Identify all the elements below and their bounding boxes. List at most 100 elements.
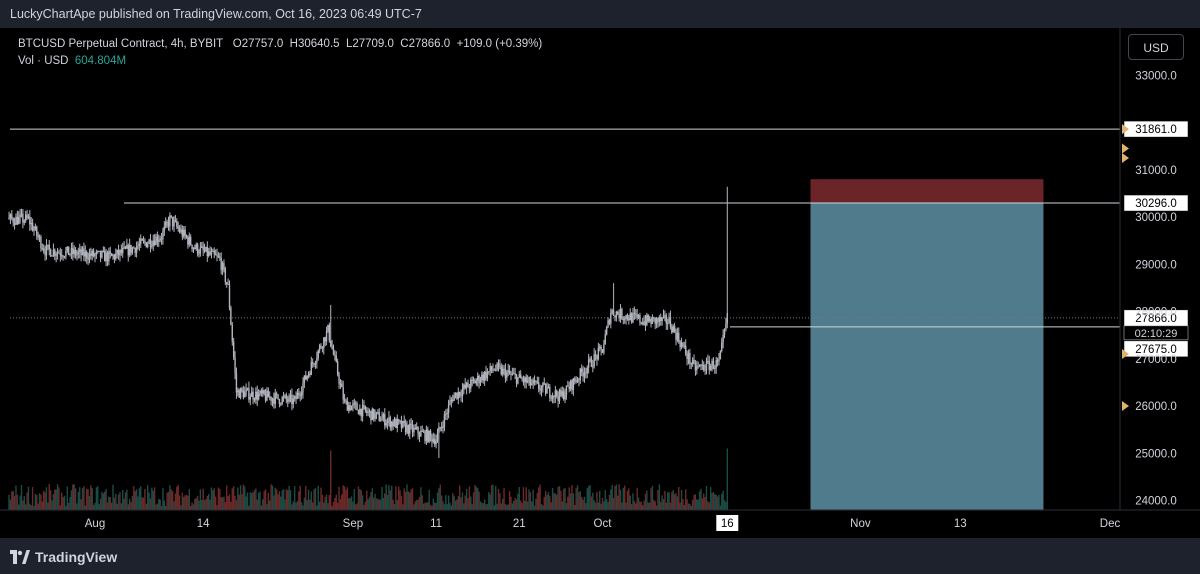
volume-bar: [40, 494, 42, 510]
volume-bar: [629, 495, 631, 510]
volume-bar: [646, 490, 648, 510]
candle-body: [521, 378, 523, 380]
volume-bar: [661, 495, 663, 510]
candle-body: [45, 245, 48, 256]
volume-bar: [334, 497, 336, 510]
volume-bar: [280, 496, 282, 510]
candle-body: [611, 310, 613, 313]
volume-bar: [45, 487, 48, 510]
candle-body: [582, 372, 584, 377]
volume-bar: [694, 494, 697, 510]
candle-body: [102, 250, 105, 252]
candle-body: [70, 247, 73, 254]
volume-bar: [123, 498, 125, 510]
volume-bar: [690, 505, 692, 510]
volume-bar: [499, 493, 501, 510]
candle-body: [144, 240, 146, 243]
volume-bar: [507, 504, 509, 510]
volume-bar: [198, 500, 200, 510]
volume-bar: [716, 496, 719, 510]
candle-body: [105, 252, 107, 262]
candle-body: [142, 240, 145, 242]
candle-body: [709, 365, 712, 371]
volume-bar: [130, 502, 132, 510]
volume-bar: [525, 487, 527, 510]
candle-body: [316, 357, 318, 363]
volume-bar: [468, 486, 471, 510]
volume-bar: [576, 485, 579, 510]
candle-body: [223, 263, 225, 269]
candle-body: [568, 386, 570, 390]
alert-marker-icon: [1122, 143, 1129, 154]
candle-body: [273, 398, 275, 404]
volume-bar: [686, 499, 688, 510]
volume-bar: [411, 488, 414, 510]
candle-body: [396, 419, 398, 428]
candle-body: [678, 332, 680, 342]
volume-bar: [191, 502, 193, 510]
y-tick-label: 30000.0: [1135, 212, 1177, 224]
candle-body: [514, 373, 516, 375]
currency-button[interactable]: USD: [1128, 34, 1184, 60]
volume-bar: [391, 485, 393, 510]
volume-bar: [83, 485, 85, 510]
candle-body: [325, 331, 328, 342]
candle-body: [122, 247, 124, 254]
volume-bar: [547, 492, 550, 510]
candle-body: [518, 374, 521, 378]
volume-bar: [396, 499, 398, 510]
volume-bar: [219, 488, 221, 510]
candle-body: [36, 226, 38, 236]
volume-bar: [698, 491, 701, 510]
candle-body: [705, 360, 708, 371]
volume-bar: [533, 505, 536, 510]
volume-bar: [513, 500, 515, 510]
volume-bar: [323, 502, 325, 510]
volume-bar: [581, 496, 583, 510]
volume-bar: [166, 492, 168, 510]
volume-bar: [11, 491, 13, 510]
tradingview-brand[interactable]: TradingView: [10, 548, 117, 566]
candle-body: [171, 216, 174, 227]
volume-bar: [711, 492, 713, 510]
volume-bar: [293, 486, 296, 510]
candle-body: [660, 317, 662, 322]
candle-body: [123, 246, 125, 248]
volume-bar: [464, 495, 466, 510]
volume-bar: [472, 492, 475, 510]
volume-bar: [704, 496, 706, 510]
candle-body: [553, 395, 555, 397]
volume-bar: [213, 488, 215, 510]
volume-bar: [373, 497, 375, 510]
candle-body: [94, 254, 96, 257]
candle-body: [287, 399, 289, 402]
price-chart[interactable]: 31861.0 30296.0 27866.0 02:10:29 27675.0 330…: [0, 28, 1200, 538]
candle-body: [472, 379, 475, 381]
volume-bar: [341, 494, 343, 510]
volume-bar: [371, 488, 374, 510]
volume-bar: [59, 505, 62, 510]
candle-body: [477, 375, 479, 381]
candle-body: [127, 245, 129, 256]
volume-bar: [15, 485, 17, 510]
volume-bar: [252, 491, 254, 510]
candle-body: [331, 346, 333, 349]
candle-body: [651, 317, 654, 324]
candle-body: [460, 395, 462, 397]
x-tick-label: Dec: [1100, 518, 1121, 530]
volume-bar: [683, 504, 686, 510]
candle-body: [499, 365, 501, 367]
candle-body: [424, 431, 426, 441]
candle-body: [180, 229, 182, 232]
volume-bar: [593, 500, 595, 510]
candle-body: [675, 331, 677, 340]
candle-body: [546, 388, 548, 394]
volume-bar: [181, 492, 184, 510]
chart-frame[interactable]: 31861.0 30296.0 27866.0 02:10:29 27675.0 330…: [0, 28, 1200, 538]
volume-bar: [275, 489, 278, 510]
candle-body: [29, 216, 31, 225]
volume-bar: [342, 485, 344, 510]
volume-bar: [585, 503, 587, 510]
candle-body: [668, 316, 670, 324]
volume-bar: [249, 492, 252, 510]
